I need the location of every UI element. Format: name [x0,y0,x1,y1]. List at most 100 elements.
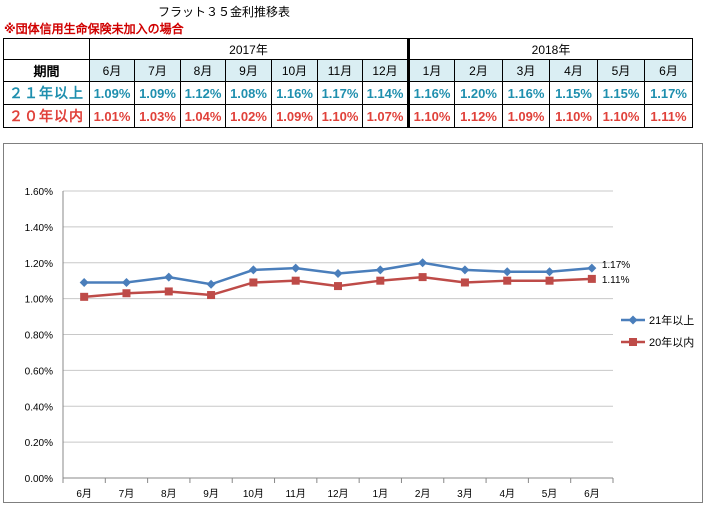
rate-cell: 1.12% [454,104,503,128]
rate-cell: 1.08% [225,81,272,105]
y-tick-label: 1.20% [25,259,53,270]
rate-cell: 1.15% [549,81,598,105]
legend-label: 21年以上 [649,313,694,327]
data-point [334,282,342,291]
data-point [291,263,301,273]
data-point [206,279,216,289]
rate-cell: 1.01% [89,104,135,128]
table-row-20-years: ２０年以内 1.01% 1.03% 1.04% 1.02% 1.09% 1.10… [3,104,693,128]
corner-cell [3,38,90,60]
y-tick-label: 0.40% [25,402,53,413]
data-point [122,289,131,298]
chart-frame: 0.00% 0.20% 0.40% 0.60% 0.80% 1.00% 1.20% 1.40%… [3,143,703,503]
rate-cell: 1.16% [271,81,318,105]
y-tick-label: 0.60% [25,366,53,377]
data-point [79,277,89,287]
period-label: 期間 [3,59,90,82]
data-point [545,267,555,277]
legend-marker [628,315,638,325]
month-header: 7月 [134,59,181,82]
x-tick-label: 5月 [542,488,558,500]
rate-cell: 1.17% [644,81,693,105]
data-point [418,258,428,268]
rate-cell: 1.07% [362,104,409,128]
data-point [503,276,512,285]
y-tick-label: 0.80% [25,331,53,342]
rate-cell: 1.16% [407,81,455,105]
data-point [587,274,596,283]
y-tick-label: 1.60% [25,187,53,198]
x-tick-label: 11月 [285,488,305,500]
month-header: 10月 [271,59,318,82]
legend-marker [629,338,637,346]
rate-cell: 1.20% [454,81,503,105]
rate-cell: 1.10% [597,104,645,128]
month-header: 8月 [180,59,226,82]
data-point [333,269,343,279]
data-point [164,287,173,296]
y-tick-label: 0.00% [25,474,53,485]
month-header: 11月 [317,59,363,82]
x-tick-label: 10月 [243,488,264,500]
rate-cell: 1.10% [407,104,455,128]
month-header: 4月 [549,59,598,82]
data-label: 1.17% [602,260,630,271]
x-tick-label: 12月 [327,488,348,500]
x-tick-label: 7月 [119,488,135,500]
data-point [502,267,512,277]
y-tick-label: 0.20% [25,438,53,449]
data-label: 1.11% [602,275,630,286]
row-label: ２１年以上 [3,81,90,105]
month-header: 1月 [407,59,455,82]
month-header: 6月 [644,59,693,82]
data-point [587,263,597,273]
x-tick-label: 4月 [499,488,515,500]
x-tick-label: 3月 [457,488,473,500]
year-header-2018: 2018年 [407,38,693,60]
x-tick-label: 8月 [161,488,177,500]
data-point [545,276,554,285]
month-header: 9月 [225,59,272,82]
rate-cell: 1.02% [225,104,272,128]
data-point [375,265,385,275]
rate-cell: 1.14% [362,81,409,105]
table-row-21-years: ２１年以上 1.09% 1.09% 1.12% 1.08% 1.16% 1.17… [3,81,693,105]
rate-cell: 1.03% [134,104,181,128]
month-header: 2月 [454,59,503,82]
rate-cell: 1.09% [271,104,318,128]
data-point [164,272,174,282]
rate-cell: 1.17% [317,81,363,105]
rate-cell: 1.15% [597,81,645,105]
rate-cell: 1.09% [89,81,135,105]
data-point [248,265,258,275]
x-tick-label: 6月 [76,488,92,500]
row-label: ２０年以内 [3,104,90,128]
data-point [249,278,258,287]
data-point [207,291,216,300]
data-point [121,277,131,287]
x-tick-label: 9月 [203,488,219,500]
y-tick-label: 1.40% [25,223,53,234]
page-title: フラット３５金利推移表 [158,5,291,19]
rate-cell: 1.10% [549,104,598,128]
rate-table: 2017年 2018年 期間 6月 7月 8月 9月 10月 11月 12月 1… [3,38,693,128]
rate-cell: 1.04% [180,104,226,128]
x-tick-label: 6月 [584,488,600,500]
rate-cell: 1.12% [180,81,226,105]
data-point [80,292,89,301]
y-tick-label: 1.00% [25,295,53,306]
rate-cell: 1.10% [317,104,363,128]
data-point [291,276,300,285]
data-point [460,278,469,287]
month-header: 12月 [362,59,409,82]
year-header-2017: 2017年 [89,38,409,60]
month-header: 6月 [89,59,135,82]
condition-note: ※団体信用生命保険未加入の場合 [4,22,184,36]
data-point [376,276,385,285]
rate-cell: 1.09% [502,104,550,128]
rate-cell: 1.11% [644,104,693,128]
data-point [460,265,470,275]
year-row: 2017年 2018年 [3,38,693,60]
month-row: 期間 6月 7月 8月 9月 10月 11月 12月 1月 2月 3月 4月 5… [3,59,693,82]
x-tick-label: 2月 [415,488,431,500]
